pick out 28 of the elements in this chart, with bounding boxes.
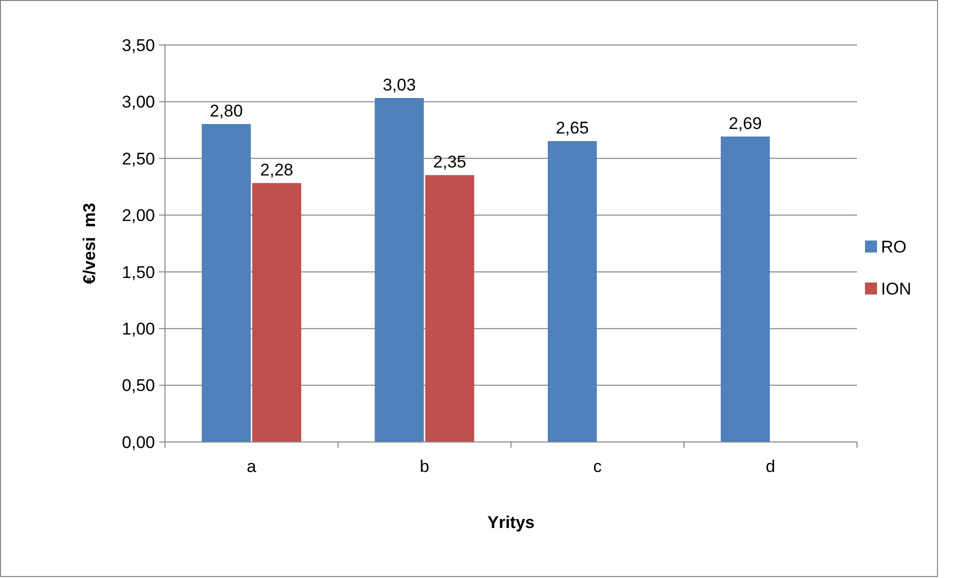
bar bbox=[252, 183, 302, 442]
y-tick-label: 3,00 bbox=[122, 92, 155, 112]
x-tick-label: d bbox=[766, 457, 776, 476]
legend-label: ION bbox=[881, 279, 912, 298]
bar bbox=[425, 175, 474, 442]
x-tick-label: b bbox=[420, 457, 430, 476]
data-label: 2,28 bbox=[260, 160, 294, 180]
x-tick-label: a bbox=[246, 457, 257, 476]
bar bbox=[720, 136, 770, 442]
bar bbox=[548, 141, 597, 442]
data-label: 2,65 bbox=[556, 118, 589, 138]
y-tick-label: 2,50 bbox=[122, 149, 155, 168]
y-tick-label: 1,00 bbox=[122, 320, 155, 339]
y-tick-label: 1,50 bbox=[122, 262, 155, 282]
data-label: 2,69 bbox=[728, 114, 762, 133]
y-axis-title: €/vesi m3 bbox=[80, 202, 99, 284]
y-tick-label: 2,00 bbox=[122, 206, 155, 226]
data-label: 2,35 bbox=[433, 152, 466, 172]
data-label: 3,03 bbox=[382, 75, 416, 94]
y-tick-label: 0,50 bbox=[122, 376, 155, 396]
y-tick-label: 0,00 bbox=[122, 432, 155, 452]
x-tick-label: c bbox=[593, 457, 602, 476]
data-label: 2,80 bbox=[210, 101, 243, 120]
y-tick-label: 3,50 bbox=[122, 36, 155, 55]
bar bbox=[374, 98, 424, 442]
x-axis-title: Yritys bbox=[487, 513, 535, 532]
legend-label: RO bbox=[881, 237, 906, 256]
bar bbox=[202, 124, 251, 442]
